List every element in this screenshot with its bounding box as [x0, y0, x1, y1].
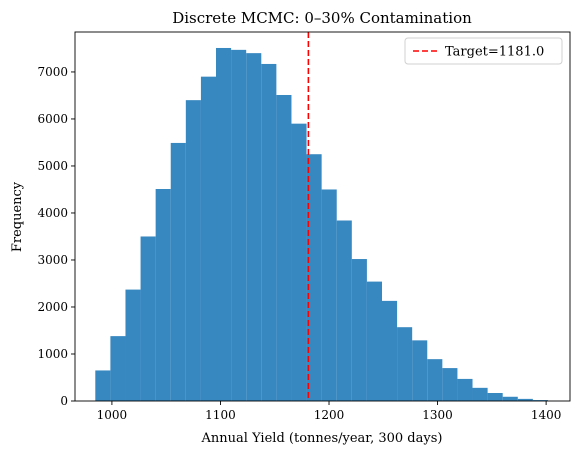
histogram-bar-13 [276, 94, 292, 402]
x-axis-label: Annual Yield (tonnes/year, 300 days) [201, 431, 443, 446]
x-tick-label: 1300 [422, 408, 453, 422]
histogram-bar-24 [442, 368, 458, 401]
legend-label-target: Target=1181.0 [445, 45, 544, 60]
y-axis-ticks: 0 1000 2000 3000 4000 5000 6000 7000 [37, 65, 75, 408]
histogram-bar-7 [185, 100, 201, 401]
histogram-bar-23 [427, 359, 443, 401]
histogram-bar-19 [366, 281, 382, 401]
legend-frame [404, 37, 563, 65]
histogram-bar-17 [336, 220, 352, 401]
histogram-bar-21 [397, 327, 413, 401]
y-tick-label: 1000 [37, 347, 68, 361]
histogram-bar-4 [140, 236, 156, 401]
histogram-bar-20 [381, 300, 398, 401]
y-axis-label: Frequency [10, 181, 25, 252]
y-tick-label: 5000 [37, 159, 68, 173]
histogram-bar-12 [261, 63, 277, 402]
x-tick-label: 1200 [314, 408, 345, 422]
histogram-bar-25 [457, 378, 473, 401]
legend: Target=1181.0 [404, 37, 563, 65]
y-tick-label: 4000 [37, 206, 68, 220]
histogram-bar-2 [110, 336, 126, 401]
y-tick-label: 6000 [37, 112, 68, 126]
axes-frame [74, 31, 571, 402]
y-tick-label: 2000 [37, 300, 68, 314]
histogram-bar-15 [306, 154, 322, 401]
histogram-bar-27 [487, 393, 503, 401]
x-tick-label: 1400 [531, 408, 562, 422]
y-tick-label: 0 [60, 394, 68, 408]
histogram-bar-28 [502, 396, 518, 401]
histogram-bar-11 [246, 53, 262, 402]
histogram-bar-14 [291, 123, 307, 401]
histogram-bar-1 [95, 370, 111, 401]
histogram-bar-8 [200, 76, 217, 401]
y-tick-label: 3000 [37, 253, 68, 267]
x-axis-ticks: 1000 1100 1200 1300 1400 [97, 401, 562, 422]
histogram-bar-18 [351, 259, 367, 401]
histogram-bar-10 [231, 49, 247, 402]
histogram-bar-5 [155, 189, 171, 401]
x-tick-label: 1000 [97, 408, 128, 422]
histogram-bar-29 [517, 398, 533, 401]
plot-area-border [74, 31, 571, 402]
x-tick-label: 1100 [205, 408, 236, 422]
histogram-bar-3 [125, 289, 141, 401]
histogram-bar-9 [216, 47, 232, 401]
chart-title: Discrete MCMC: 0–30% Contamination [172, 9, 472, 27]
histogram-bars [95, 47, 548, 402]
histogram-bar-30 [532, 400, 548, 401]
histogram-bar-22 [412, 340, 428, 401]
histogram-bar-16 [321, 189, 337, 401]
y-tick-label: 7000 [37, 65, 68, 79]
histogram-bar-6 [170, 142, 186, 401]
histogram-bar-26 [472, 387, 488, 401]
